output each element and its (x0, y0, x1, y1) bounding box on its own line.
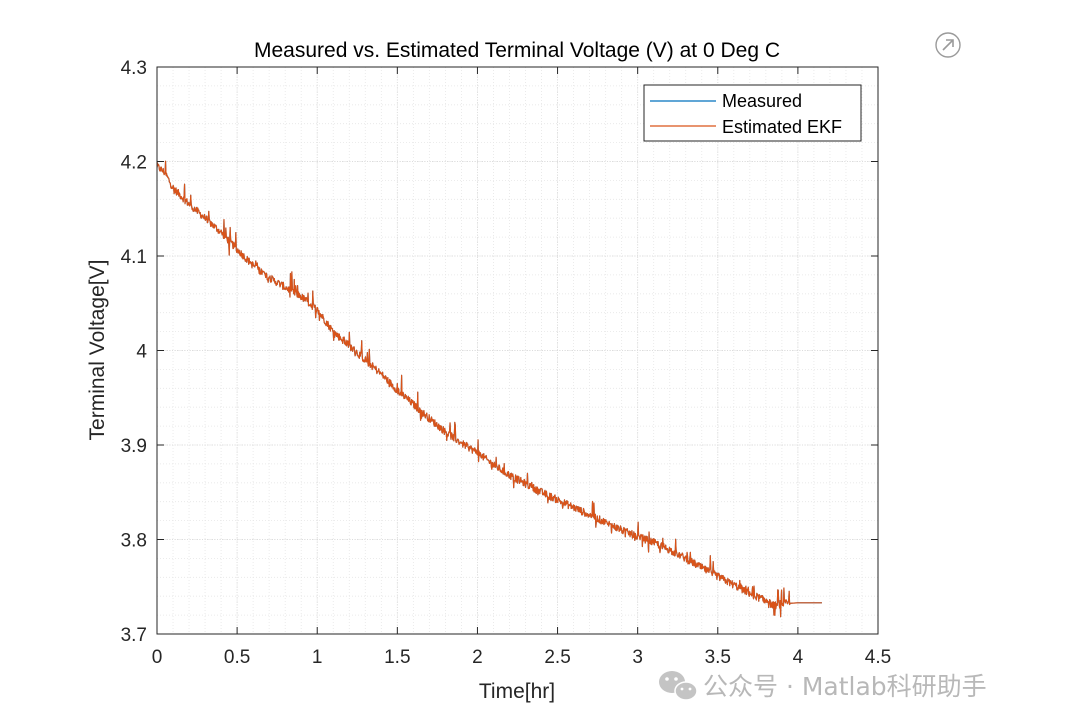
legend-box (643, 84, 862, 142)
legend: Measured Estimated EKF (643, 84, 862, 142)
y-tick-label: 4 (136, 342, 147, 363)
x-tick-label: 1.5 (384, 647, 410, 668)
x-tick-label: 4.5 (865, 647, 891, 668)
chart-title: Measured vs. Estimated Terminal Voltage … (254, 39, 780, 62)
export-arrow-icon[interactable] (935, 32, 961, 58)
series-layer (157, 160, 823, 618)
y-tick-label: 3.9 (121, 436, 147, 457)
y-tick-label: 3.8 (121, 531, 147, 552)
watermark-text: 公众号 · Matlab科研助手 (703, 672, 987, 701)
x-tick-label: 1 (312, 647, 323, 668)
x-tick-label: 3 (632, 647, 643, 668)
x-tick-label: 2 (472, 647, 483, 668)
x-tick-label: 4 (793, 647, 804, 668)
y-axis-label: Terminal Voltage[V] (86, 260, 109, 441)
series-line-estimated-ekf (157, 160, 823, 618)
x-tick-label: 3.5 (705, 647, 731, 668)
x-tick-label: 2.5 (544, 647, 570, 668)
y-tick-label: 4.1 (121, 247, 147, 268)
y-tick-label: 4.2 (121, 153, 147, 174)
ticks-layer: 0 0.5 1 1.5 2 2.5 3 3.5 4 4.5 3.7 3.8 3.9 4 4.1 4.2 4.3 (121, 58, 892, 668)
legend-label-measured: Measured (722, 91, 802, 111)
y-tick-label: 4.3 (121, 58, 147, 79)
y-tick-label: 3.7 (121, 625, 147, 646)
wechat-icon (659, 671, 698, 701)
legend-label-estimated-ekf: Estimated EKF (722, 117, 842, 137)
watermark: 公众号 · Matlab科研助手 (659, 671, 987, 701)
x-tick-label: 0.5 (224, 647, 250, 668)
x-tick-label: 0 (152, 647, 163, 668)
x-axis-label: Time[hr] (479, 680, 555, 703)
